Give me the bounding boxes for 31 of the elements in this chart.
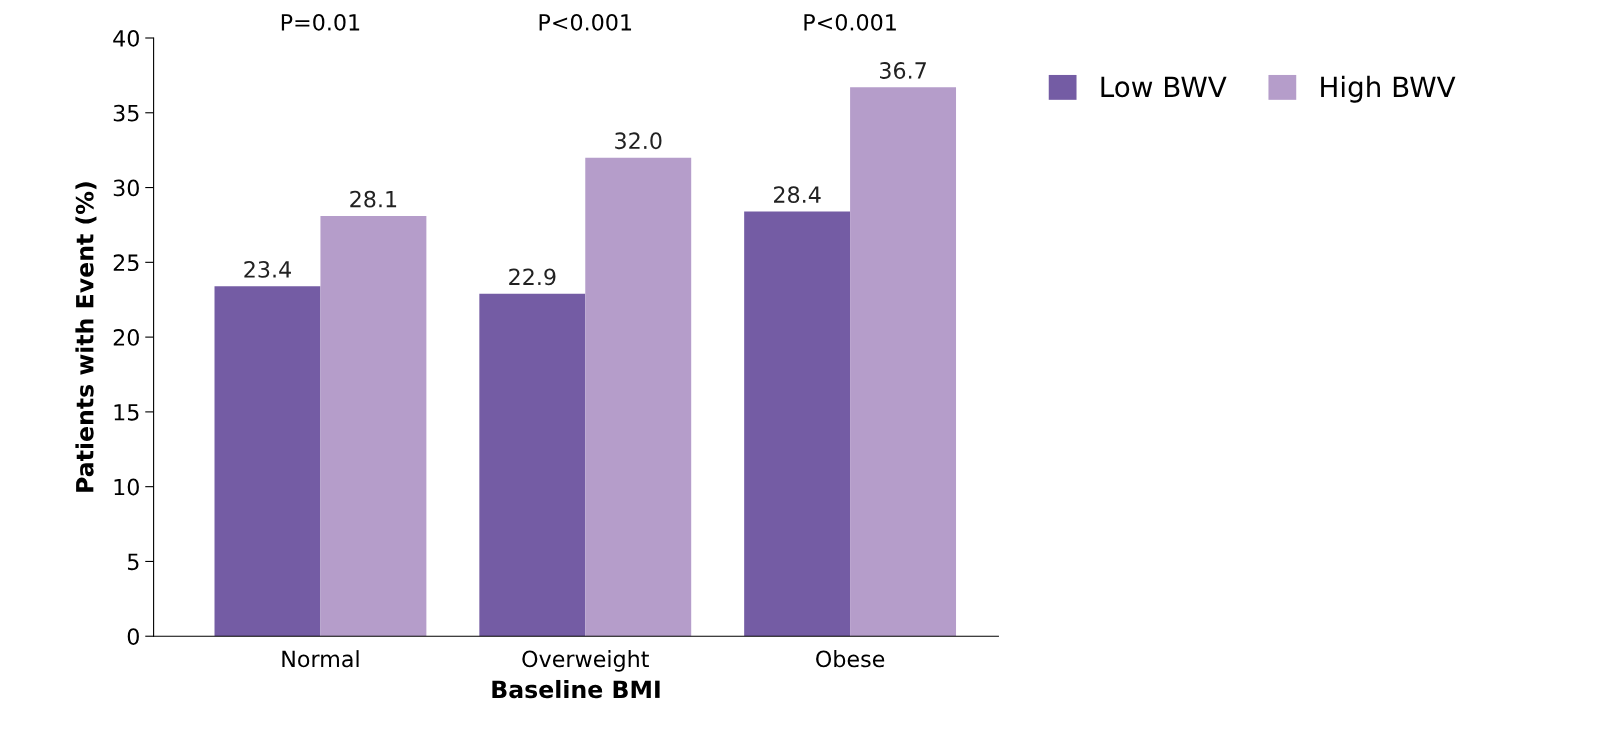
y-tick-label: 10 [114,478,139,496]
y-tick-label: 15 [114,404,139,421]
y-tick-label: 25 [113,254,139,272]
x-tick-label: Obese [816,650,885,668]
legend-label: High BWV [1321,75,1456,103]
text: 28.4 [774,186,821,204]
x-tick-label: Overweight [522,650,649,672]
bar [320,215,427,637]
bar [479,293,586,637]
bar [744,211,851,637]
text: 28.1 [350,190,397,208]
text: 23.4 [244,260,291,278]
y-tick-label: 30 [113,179,139,197]
text: P<0.001 [804,13,896,31]
bar [585,157,692,637]
x-tick-label: Normal [282,650,359,668]
text: 22.9 [509,268,556,286]
text: P<0.001 [539,13,632,31]
x-axis-title: Baseline BMI [492,679,660,699]
y-tick-label: 35 [113,104,139,122]
text: 32.0 [615,132,662,150]
legend-label: Low BWV [1101,76,1227,98]
y-tick-label: 20 [113,329,139,346]
y-tick-label: 40 [113,29,139,47]
bar [214,286,321,637]
text: 36.7 [880,62,926,79]
text: P=0.01 [281,13,360,31]
y-tick-label: 5 [127,553,139,571]
y-axis-title: Patients with Event (%) [75,182,97,492]
y-tick-label: 0 [127,628,139,645]
bar [850,87,957,637]
